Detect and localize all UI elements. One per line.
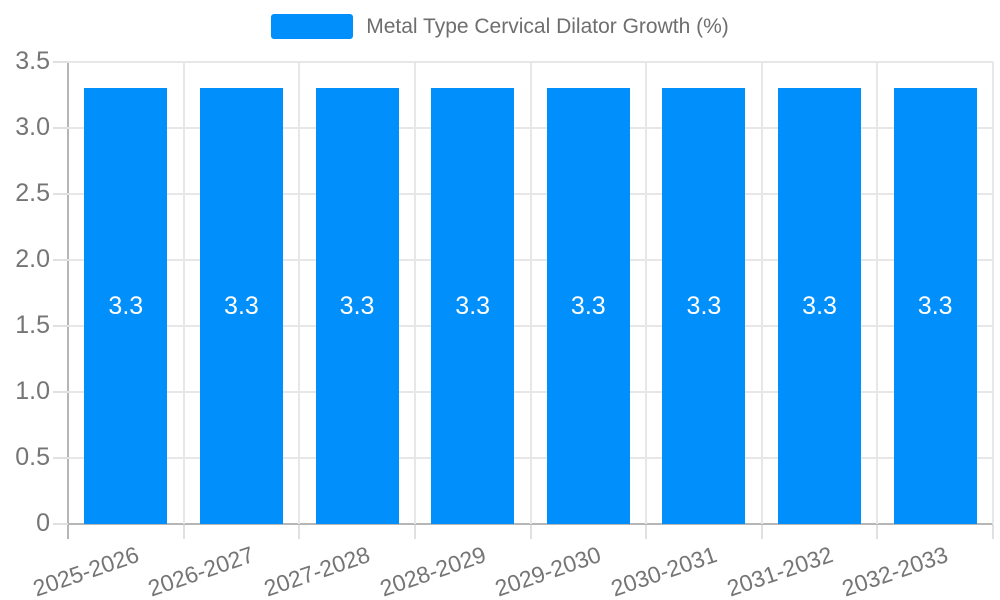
y-tick-mark xyxy=(53,193,68,195)
y-tick-label: 1.5 xyxy=(15,311,50,339)
bar-2032-2033[interactable]: 3.3 xyxy=(893,88,977,524)
y-tick-label: 0.5 xyxy=(15,443,50,471)
y-tick-label: 0 xyxy=(36,509,50,537)
x-tick-label-2025-2026: 2025-2026 xyxy=(29,541,142,600)
v-gridline xyxy=(876,62,879,524)
y-tick-mark xyxy=(53,457,68,459)
legend-series-label: Metal Type Cervical Dilator Growth (%) xyxy=(366,15,729,38)
x-tick-label-2031-2032: 2031-2032 xyxy=(723,541,836,600)
x-tick-mark xyxy=(182,525,185,539)
y-tick-mark xyxy=(53,61,68,63)
bar-value-label: 3.3 xyxy=(917,292,953,321)
x-tick-label-2027-2028: 2027-2028 xyxy=(260,541,374,600)
bar-2030-2031[interactable]: 3.3 xyxy=(662,88,746,524)
bar-value-label: 3.3 xyxy=(339,292,375,321)
y-tick-mark xyxy=(53,259,68,261)
y-tick-mark xyxy=(53,127,68,129)
y-tick-mark xyxy=(53,523,68,525)
x-tick-mark xyxy=(760,525,763,539)
v-gridline xyxy=(645,62,648,524)
x-axis-line xyxy=(68,523,993,525)
chart-legend[interactable]: Metal Type Cervical Dilator Growth (%) xyxy=(0,14,1000,39)
bar-value-label: 3.3 xyxy=(570,292,606,321)
bar-2028-2029[interactable]: 3.3 xyxy=(431,88,515,524)
bar-value-label: 3.3 xyxy=(455,292,491,321)
y-tick-label: 3.0 xyxy=(15,113,50,141)
x-tick-mark xyxy=(298,525,301,539)
bar-2031-2032[interactable]: 3.3 xyxy=(778,88,862,524)
bar-value-label: 3.3 xyxy=(802,292,837,321)
x-tick-mark xyxy=(67,525,69,539)
y-tick-label: 3.5 xyxy=(15,47,50,75)
y-tick-mark xyxy=(53,391,68,393)
v-gridline xyxy=(298,62,301,524)
bar-value-label: 3.3 xyxy=(224,292,259,321)
bar-2026-2027[interactable]: 3.3 xyxy=(199,88,283,524)
x-tick-mark xyxy=(413,525,416,539)
v-gridline xyxy=(992,62,994,524)
y-tick-label: 1.0 xyxy=(15,377,50,405)
plot-area: 3.3 3.3 3.3 3.3 3.3 3.3 3.3 3.3 xyxy=(68,61,994,524)
x-tick-mark xyxy=(529,525,532,539)
bar-2029-2030[interactable]: 3.3 xyxy=(546,88,630,524)
y-tick-label: 2.5 xyxy=(15,179,50,207)
legend-swatch-icon xyxy=(271,14,354,39)
x-tick-label-2028-2029: 2028-2029 xyxy=(376,541,489,600)
v-gridline xyxy=(760,62,763,524)
x-tick-label-2032-2033: 2032-2033 xyxy=(838,541,952,600)
x-tick-mark xyxy=(645,525,648,539)
h-gridline xyxy=(68,61,993,63)
v-gridline xyxy=(413,62,416,524)
bar-2025-2026[interactable]: 3.3 xyxy=(84,88,168,524)
y-tick-label: 2.0 xyxy=(15,245,50,273)
bar-2027-2028[interactable]: 3.3 xyxy=(315,88,399,524)
x-tick-mark xyxy=(876,525,879,539)
v-gridline xyxy=(529,62,532,524)
v-gridline xyxy=(182,62,185,524)
bar-value-label: 3.3 xyxy=(686,292,722,321)
x-tick-label-2029-2030: 2029-2030 xyxy=(491,541,605,600)
y-axis-line xyxy=(67,62,69,539)
bar-value-label: 3.3 xyxy=(108,292,144,321)
y-tick-mark xyxy=(53,325,68,327)
x-tick-label-2026-2027: 2026-2027 xyxy=(145,541,258,600)
x-tick-mark xyxy=(992,525,994,539)
x-tick-label-2030-2031: 2030-2031 xyxy=(607,541,721,600)
